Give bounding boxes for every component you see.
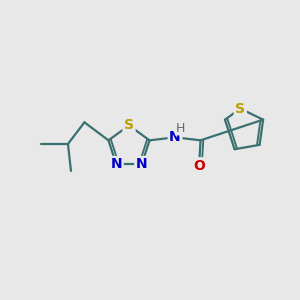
Text: O: O [193, 159, 205, 173]
Text: N: N [110, 158, 122, 172]
Text: H: H [176, 122, 185, 135]
Text: S: S [235, 102, 245, 116]
Text: S: S [124, 118, 134, 132]
Text: N: N [136, 158, 148, 172]
Text: N: N [169, 130, 181, 144]
